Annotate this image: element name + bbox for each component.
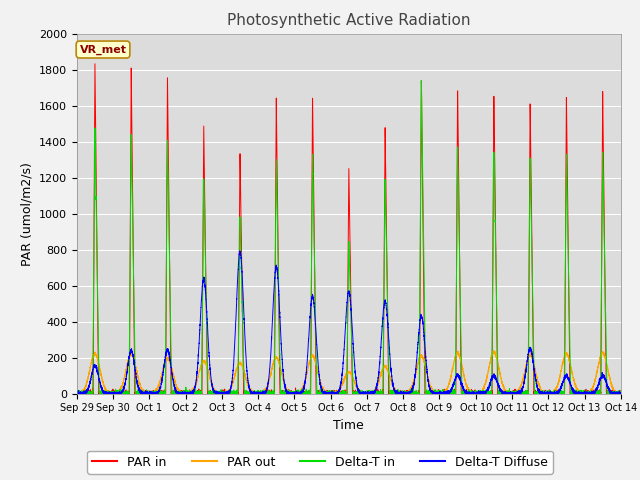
PAR out	[258, 390, 266, 396]
Delta-T in	[594, 391, 602, 396]
Delta-T in	[73, 391, 81, 396]
PAR in	[594, 391, 602, 396]
PAR out	[617, 390, 625, 396]
Delta-T Diffuse	[331, 391, 339, 396]
Line: PAR out: PAR out	[77, 350, 621, 394]
PAR out	[73, 391, 81, 396]
PAR in	[258, 391, 266, 396]
PAR in	[331, 388, 339, 394]
PAR out	[594, 364, 602, 370]
Delta-T in	[588, 389, 595, 395]
PAR in	[73, 391, 81, 396]
PAR in	[486, 390, 493, 396]
PAR out	[588, 386, 595, 392]
Line: Delta-T in: Delta-T in	[77, 81, 621, 394]
Delta-T Diffuse	[471, 391, 479, 396]
Delta-T Diffuse	[486, 382, 493, 387]
Text: VR_met: VR_met	[79, 44, 127, 55]
PAR in	[617, 391, 625, 396]
Delta-T Diffuse	[258, 391, 266, 396]
Delta-T Diffuse	[73, 391, 81, 396]
PAR out	[73, 391, 81, 396]
Delta-T Diffuse	[594, 382, 602, 388]
Line: PAR in: PAR in	[77, 64, 621, 394]
Title: Photosynthetic Active Radiation: Photosynthetic Active Radiation	[227, 13, 470, 28]
PAR in	[73, 390, 81, 396]
PAR out	[330, 390, 338, 396]
PAR out	[489, 348, 497, 353]
Delta-T Diffuse	[617, 390, 625, 396]
X-axis label: Time: Time	[333, 419, 364, 432]
Delta-T in	[617, 391, 625, 396]
Legend: PAR in, PAR out, Delta-T in, Delta-T Diffuse: PAR in, PAR out, Delta-T in, Delta-T Dif…	[87, 451, 553, 474]
PAR out	[470, 391, 478, 396]
Line: Delta-T Diffuse: Delta-T Diffuse	[77, 251, 621, 394]
PAR in	[471, 389, 479, 395]
Delta-T in	[258, 391, 266, 396]
PAR out	[486, 360, 493, 366]
Delta-T in	[417, 78, 425, 84]
PAR in	[588, 391, 595, 396]
Delta-T Diffuse	[588, 391, 595, 396]
Delta-T in	[470, 391, 478, 396]
Delta-T Diffuse	[236, 248, 244, 254]
Delta-T in	[330, 391, 338, 396]
Delta-T Diffuse	[73, 390, 81, 396]
Delta-T in	[486, 391, 493, 396]
Y-axis label: PAR (umol/m2/s): PAR (umol/m2/s)	[20, 162, 33, 265]
PAR in	[91, 61, 99, 67]
